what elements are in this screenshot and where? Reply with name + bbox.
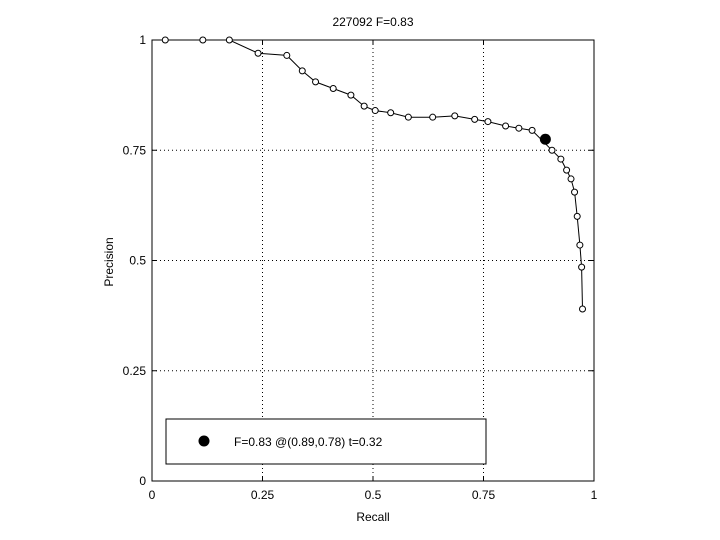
x-tick-label: 1 (591, 488, 598, 502)
data-point (502, 122, 510, 130)
x-tick-label: 0 (149, 488, 156, 502)
data-point (360, 102, 368, 110)
data-point (515, 124, 523, 132)
y-tick-label: 0.5 (129, 254, 146, 268)
y-tick-label: 0.75 (123, 143, 147, 157)
data-point (225, 36, 233, 44)
data-point (571, 188, 579, 196)
chart-title: 227092 F=0.83 (332, 15, 413, 29)
x-axis-label: Recall (356, 510, 389, 524)
data-point (576, 241, 584, 249)
data-point (548, 146, 556, 154)
data-point (329, 85, 337, 93)
data-point (161, 36, 169, 44)
data-point (557, 155, 565, 163)
legend-label: F=0.83 @(0.89,0.78) t=0.32 (234, 435, 383, 449)
data-point (371, 107, 379, 115)
y-axis-label: Precision (102, 237, 116, 286)
legend-box (165, 418, 487, 465)
data-point (312, 78, 320, 86)
data-point (254, 49, 262, 57)
data-point (283, 51, 291, 59)
x-tick-label: 0.5 (365, 488, 382, 502)
x-tick-label: 0.25 (251, 488, 275, 502)
best-f-point (539, 133, 551, 145)
data-point (347, 91, 355, 99)
data-point (484, 118, 492, 126)
y-tick-label: 0.25 (123, 364, 147, 378)
data-point (563, 166, 571, 174)
data-point (387, 109, 395, 117)
series-line (165, 39, 583, 310)
grid-lines (152, 40, 594, 481)
y-tick-label: 0 (139, 474, 146, 488)
x-tick-label: 0.75 (472, 488, 496, 502)
data-point (573, 212, 581, 220)
data-point (579, 305, 587, 313)
y-tick-label: 1 (139, 33, 146, 47)
data-markers (161, 36, 587, 313)
data-point (471, 115, 479, 123)
data-point (404, 113, 412, 121)
data-point (528, 126, 536, 134)
data-point (578, 263, 586, 271)
data-point (451, 112, 459, 120)
data-point (429, 113, 437, 121)
axis-ticks: 0 0.25 0.5 0.75 1 0 0.25 0.5 0.75 1 (123, 33, 598, 502)
legend-marker (198, 435, 210, 447)
data-point (567, 175, 575, 183)
data-point (199, 36, 207, 44)
data-point (298, 67, 306, 75)
legend: F=0.83 @(0.89,0.78) t=0.32 (165, 418, 487, 465)
